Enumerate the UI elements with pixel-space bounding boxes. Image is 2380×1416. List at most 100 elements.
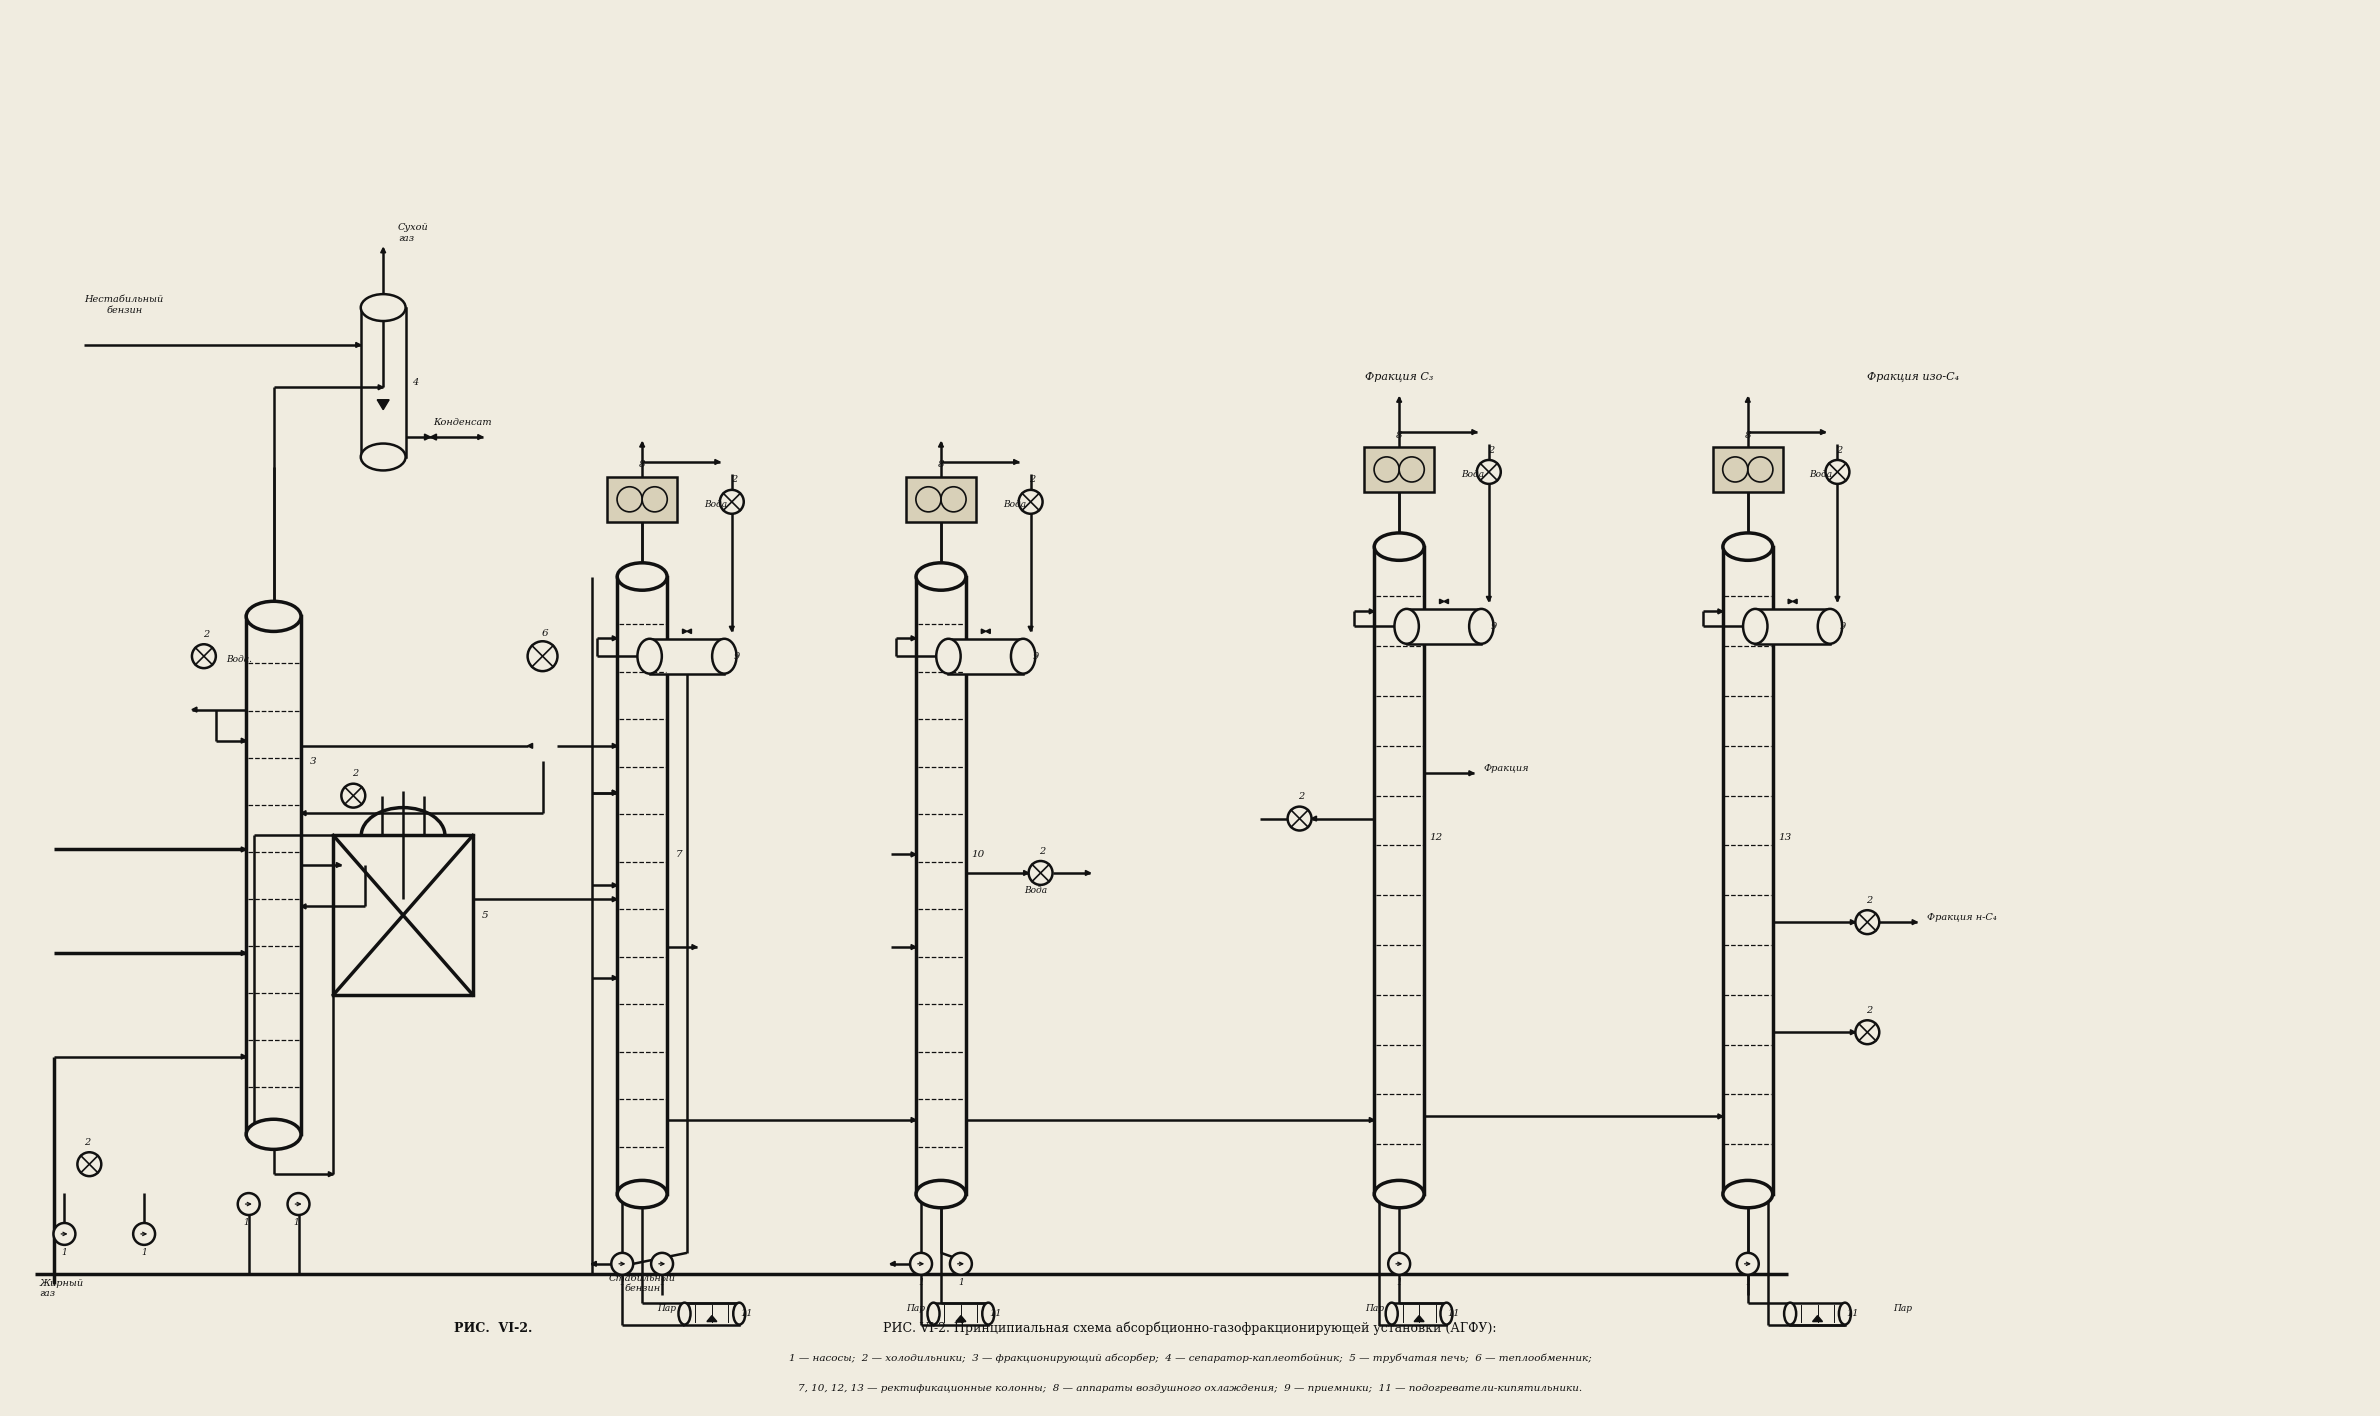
Ellipse shape <box>1373 1181 1423 1208</box>
Polygon shape <box>1397 398 1402 402</box>
Text: Стабильный
бензин: Стабильный бензин <box>609 1274 676 1293</box>
Text: 9: 9 <box>1840 622 1844 630</box>
Circle shape <box>1478 460 1502 484</box>
Bar <box>933 1303 988 1324</box>
Text: 2: 2 <box>1299 792 1304 801</box>
Ellipse shape <box>1395 609 1418 644</box>
Bar <box>616 576 666 1194</box>
Ellipse shape <box>1012 639 1035 674</box>
Polygon shape <box>938 442 942 447</box>
Text: Конденсат: Конденсат <box>433 418 493 426</box>
Circle shape <box>1388 1253 1409 1274</box>
Ellipse shape <box>616 1181 666 1208</box>
Text: 2: 2 <box>731 476 738 484</box>
Circle shape <box>950 1253 971 1274</box>
Text: 11: 11 <box>1447 1310 1461 1318</box>
Circle shape <box>1028 861 1052 885</box>
Ellipse shape <box>1373 532 1423 561</box>
Text: 4: 4 <box>412 378 419 387</box>
Text: 13: 13 <box>1778 834 1792 843</box>
Polygon shape <box>381 248 386 253</box>
Polygon shape <box>328 1171 333 1177</box>
Text: 1: 1 <box>659 1279 664 1287</box>
Polygon shape <box>612 790 616 796</box>
Text: Вода: Вода <box>1002 500 1026 510</box>
Ellipse shape <box>616 562 666 590</box>
Polygon shape <box>1468 770 1473 776</box>
Text: 11: 11 <box>990 1310 1002 1318</box>
Text: Вода: Вода <box>1461 470 1485 480</box>
Ellipse shape <box>1840 1303 1852 1324</box>
Polygon shape <box>1368 609 1373 615</box>
Polygon shape <box>912 944 916 950</box>
Polygon shape <box>478 435 483 439</box>
Text: Пар: Пар <box>907 1304 926 1313</box>
Ellipse shape <box>362 443 405 470</box>
Polygon shape <box>640 442 645 447</box>
Circle shape <box>909 1253 933 1274</box>
Bar <box>1723 547 1773 1194</box>
Text: Сухой
газ: Сухой газ <box>397 224 428 242</box>
Polygon shape <box>355 343 362 347</box>
Polygon shape <box>1440 599 1445 603</box>
Polygon shape <box>431 435 436 440</box>
Circle shape <box>133 1223 155 1245</box>
Text: 2: 2 <box>1866 896 1873 905</box>
Ellipse shape <box>245 602 300 632</box>
Ellipse shape <box>1468 609 1495 644</box>
Polygon shape <box>1718 609 1723 615</box>
Polygon shape <box>612 790 616 796</box>
Polygon shape <box>688 629 693 633</box>
Polygon shape <box>240 1054 245 1059</box>
Ellipse shape <box>733 1303 745 1324</box>
Polygon shape <box>957 1315 966 1321</box>
Ellipse shape <box>245 1119 300 1150</box>
Polygon shape <box>912 636 916 641</box>
Text: 12: 12 <box>1430 834 1442 843</box>
Polygon shape <box>300 811 307 816</box>
Text: 2: 2 <box>1866 1005 1873 1015</box>
Text: 2: 2 <box>1488 446 1495 455</box>
Text: РИС.  VI-2.: РИС. VI-2. <box>455 1323 533 1335</box>
Bar <box>362 307 405 457</box>
Polygon shape <box>336 862 340 868</box>
Ellipse shape <box>712 639 735 674</box>
Bar <box>607 477 676 521</box>
Text: 2: 2 <box>352 769 359 779</box>
Polygon shape <box>981 629 985 633</box>
Ellipse shape <box>1723 532 1773 561</box>
Bar <box>1790 1303 1844 1324</box>
Text: 1: 1 <box>243 1219 250 1228</box>
Bar <box>685 1303 740 1324</box>
Circle shape <box>719 490 745 514</box>
Polygon shape <box>378 385 383 389</box>
Text: 1: 1 <box>1397 1279 1402 1287</box>
Polygon shape <box>912 852 916 857</box>
Polygon shape <box>612 976 616 980</box>
Ellipse shape <box>1385 1303 1397 1324</box>
Text: 10: 10 <box>971 850 985 860</box>
Circle shape <box>1856 1021 1880 1044</box>
Polygon shape <box>1718 1114 1723 1119</box>
Ellipse shape <box>928 1303 940 1324</box>
Polygon shape <box>890 1262 895 1266</box>
Bar <box>1407 609 1480 644</box>
Text: 7: 7 <box>676 850 683 860</box>
Polygon shape <box>612 882 616 888</box>
Polygon shape <box>612 896 616 902</box>
Polygon shape <box>1488 596 1492 602</box>
Polygon shape <box>707 1315 716 1321</box>
Circle shape <box>79 1153 102 1177</box>
Text: 9: 9 <box>1033 651 1038 661</box>
Text: Вода: Вода <box>1023 886 1047 895</box>
Text: Пар: Пар <box>657 1304 676 1313</box>
Polygon shape <box>1835 596 1840 602</box>
Text: 2: 2 <box>202 630 209 639</box>
Bar <box>1364 447 1435 491</box>
Polygon shape <box>1792 599 1797 603</box>
Ellipse shape <box>916 1181 966 1208</box>
Text: 5: 5 <box>481 910 488 919</box>
Bar <box>950 639 1023 674</box>
Ellipse shape <box>1723 1181 1773 1208</box>
Polygon shape <box>693 944 697 950</box>
